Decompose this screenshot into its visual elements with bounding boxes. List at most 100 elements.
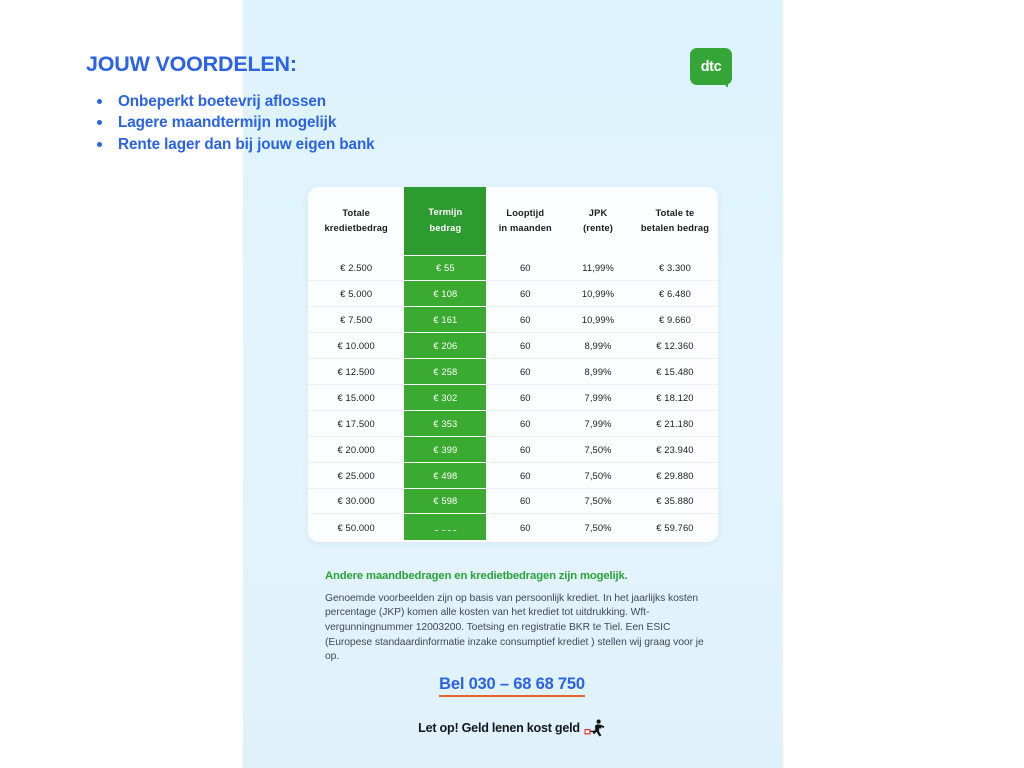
cell-krediet: € 5.000 xyxy=(308,280,405,307)
rates-table: Totale kredietbedrag Termijn bedrag Loop… xyxy=(308,187,718,540)
table-row: € 5.000 € 108 60 10,99% € 6.480 xyxy=(308,280,718,307)
table-row: € 50.000€ 996607,50%€ 59.760 xyxy=(308,513,718,540)
disclaimer-block: Andere maandbedragen en kredietbedragen … xyxy=(325,569,710,665)
column-header-looptijd: Looptijd in maanden xyxy=(486,187,564,255)
cell-jkp: 8,99% xyxy=(564,332,632,359)
benefit-label: Rente lager dan bij jouw eigen bank xyxy=(118,135,375,153)
cell-looptijd: 60 xyxy=(486,306,565,333)
table-row: € 10.000 € 206 60 8,99% € 12.360 xyxy=(308,332,718,359)
cell-termijn: € 55 xyxy=(404,254,487,281)
cell-jkp: 7,50% xyxy=(564,513,632,540)
cell-looptijd: 60 xyxy=(486,487,565,514)
header-line-2: kredietbedrag xyxy=(324,223,388,233)
header-line-2: (rente) xyxy=(583,223,614,233)
disclaimer-title: Andere maandbedragen en kredietbedragen … xyxy=(325,570,628,582)
cell-looptijd: 60 xyxy=(486,280,565,307)
cell-krediet: € 50.000 xyxy=(308,513,405,540)
table-header: Totale kredietbedrag Termijn bedrag Loop… xyxy=(308,187,718,255)
cell-jkp: 7,50% xyxy=(564,461,632,489)
table-row: € 12.500 € 258 60 8,99% € 15.480 xyxy=(308,358,718,385)
column-header-krediet: Totale kredietbedrag xyxy=(308,187,404,255)
cell-looptijd: 60 xyxy=(486,461,565,489)
cell-termijn: € 206 xyxy=(404,332,487,359)
bullet-icon xyxy=(97,120,102,126)
table-row: € 25.000 € 498 60 7,50% € 29.880 xyxy=(308,461,718,489)
cell-krediet: € 17.500 xyxy=(308,409,405,437)
cell-jkp: 7,50% xyxy=(564,487,632,514)
cell-looptijd: 60 xyxy=(486,409,565,437)
bullet-icon xyxy=(97,141,102,147)
cell-totaal: € 23.940 xyxy=(631,435,718,463)
header-line-1: Totale te xyxy=(655,207,695,218)
table-row: € 7.500 € 161 60 10,99% € 9.660 xyxy=(308,306,718,333)
rates-card: Totale kredietbedrag Termijn bedrag Loop… xyxy=(308,187,718,542)
table-body: € 2.500 € 55 60 11,99% € 3.300 € 5.000 € 108 60… xyxy=(308,254,718,540)
cell-krediet: € 10.000 xyxy=(308,332,405,359)
cell-termijn: € 498 xyxy=(404,461,487,489)
cell-looptijd: 60 xyxy=(486,513,565,540)
table-row: € 20.000 € 399 60 7,50% € 23.940 xyxy=(308,435,718,463)
cell-krediet: € 15.000 xyxy=(308,383,405,411)
table-header-row: Totale kredietbedrag Termijn bedrag Loop… xyxy=(308,187,718,255)
cell-totaal: € 18.120 xyxy=(631,383,718,411)
benefit-label: Lagere maandtermijn mogelijk xyxy=(118,114,337,132)
phone-number-link[interactable]: Bel 030 – 68 68 750 xyxy=(439,675,585,697)
phone-underline xyxy=(439,695,585,697)
cell-jkp: 11,99% xyxy=(582,262,614,274)
cell-looptijd: 60 xyxy=(486,332,565,359)
cell-krediet: € 25.000 xyxy=(308,461,405,489)
cell-termijn: € 353 xyxy=(404,409,487,437)
cell-jkp: 7,99% xyxy=(564,409,632,437)
cell-krediet: € 20.000 xyxy=(308,435,405,463)
phone-number-text: Bel 030 – 68 68 750 xyxy=(439,675,585,693)
bullet-icon xyxy=(97,98,102,104)
disclaimer-body: Genoemde voorbeelden zijn op basis van p… xyxy=(325,592,704,663)
table-row: € 17.500 € 353 60 7,99% € 21.180 xyxy=(308,409,718,437)
cell-jkp: 7,50% xyxy=(564,435,632,463)
cell-totaal: € 29.880 xyxy=(631,461,718,489)
logo-badge-icon xyxy=(690,48,732,85)
cell-looptijd: 60 xyxy=(486,358,565,385)
cell-jkp: 7,99% xyxy=(564,383,632,411)
cell-termijn: € 161 xyxy=(404,306,487,333)
header-line-1: Totale xyxy=(342,207,370,218)
cell-termijn: € 258 xyxy=(404,358,487,385)
cell-totaal: € 59.760 xyxy=(631,513,718,540)
column-header-termijn: Termijn bedrag xyxy=(404,187,487,255)
cell-termijn: € 598 xyxy=(404,487,487,514)
benefit-item: Onbeperkt boetevrij aflossen xyxy=(86,91,526,113)
cell-krediet: € 2.500 xyxy=(340,262,373,274)
column-header-totaal: Totale te betalen bedrag xyxy=(632,187,718,255)
header-line-2: bedrag xyxy=(429,222,462,233)
cell-jkp: 10,99% xyxy=(564,306,632,333)
table-row: € 30.000 € 598 60 7,50% € 35.880 xyxy=(308,487,718,514)
column-header-jkp: JPK (rente) xyxy=(564,187,632,255)
cell-totaal: € 3.300 xyxy=(658,262,691,274)
benefits-list: Onbeperkt boetevrij aflossen Lagere maan… xyxy=(86,91,526,156)
cell-looptijd: 60 xyxy=(519,262,531,274)
table-row: € 2.500 € 55 60 11,99% € 3.300 xyxy=(308,254,718,281)
cell-totaal: € 35.880 xyxy=(631,487,718,514)
cell-krediet: € 7.500 xyxy=(308,306,405,333)
phone-cta[interactable]: Bel 030 – 68 68 750 xyxy=(0,675,1024,697)
header-line-1: Termijn xyxy=(428,207,463,218)
benefits-header: JOUW VOORDELEN: Onbeperkt boetevrij aflo… xyxy=(86,53,526,156)
logo-wordmark: dtc xyxy=(700,58,722,75)
benefit-label: Onbeperkt boetevrij aflossen xyxy=(118,92,327,110)
table-row: € 15.000 € 302 60 7,99% € 18.120 xyxy=(308,383,718,411)
cell-looptijd: 60 xyxy=(486,383,565,411)
cell-jkp: 10,99% xyxy=(564,280,632,307)
header-line-2: in maanden xyxy=(498,223,552,233)
cell-krediet: € 30.000 xyxy=(308,487,405,514)
cell-krediet: € 12.500 xyxy=(308,358,405,385)
benefit-item: Lagere maandtermijn mogelijk xyxy=(86,112,526,134)
cell-totaal: € 9.660 xyxy=(631,306,718,333)
cell-totaal: € 12.360 xyxy=(631,332,718,359)
loan-warning: Let op! Geld lenen kost geld xyxy=(0,719,1024,737)
cell-termijn: € 108 xyxy=(404,280,487,307)
cell-termijn: € 399 xyxy=(404,435,487,463)
highlight-column-tail xyxy=(404,517,487,530)
header-line-2: betalen bedrag xyxy=(640,223,710,233)
cell-totaal: € 21.180 xyxy=(631,409,718,437)
